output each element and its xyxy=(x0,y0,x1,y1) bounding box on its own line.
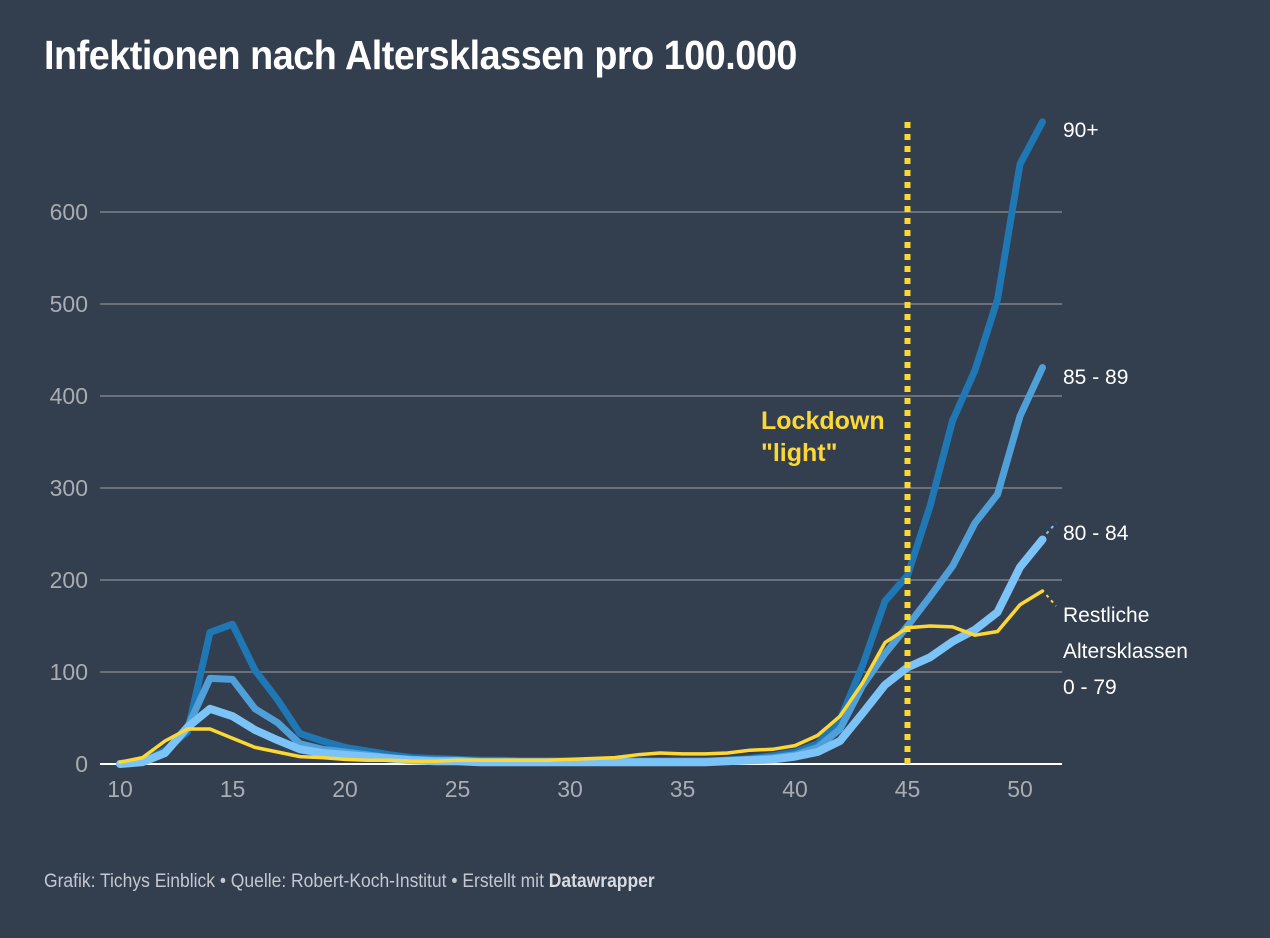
y-tick-label: 500 xyxy=(50,291,88,317)
footer-separator: • xyxy=(446,871,463,892)
series-line-2 xyxy=(116,535,1047,768)
x-axis: 10 15 20 25 30 35 40 45 50 xyxy=(107,776,1033,802)
x-tick-label: 40 xyxy=(782,776,808,802)
footer-source: Quelle: Robert-Koch-Institut xyxy=(230,871,447,892)
y-tick-label: 400 xyxy=(50,383,88,409)
series-line-1 xyxy=(116,364,1046,768)
lockdown-annotation-label: "light" xyxy=(761,439,837,467)
x-tick-label: 15 xyxy=(220,776,246,802)
footer-separator: • xyxy=(214,871,231,892)
x-tick-label: 10 xyxy=(107,776,133,802)
series-label: Restliche xyxy=(1063,604,1149,627)
chart-title: Infektionen nach Altersklassen pro 100.0… xyxy=(44,32,797,78)
gridlines xyxy=(100,211,1062,765)
label-connector xyxy=(1045,522,1057,535)
x-tick-label: 50 xyxy=(1007,776,1033,802)
series-label: 80 - 84 xyxy=(1063,522,1129,545)
series-label: 0 - 79 xyxy=(1063,676,1117,699)
series-line-3 xyxy=(118,589,1045,764)
annotations: Lockdown "light" xyxy=(761,122,911,764)
series-labels: 90+ 85 - 89 80 - 84 Restliche Altersklassen 0… xyxy=(1045,119,1188,699)
y-tick-label: 300 xyxy=(50,475,88,501)
x-tick-label: 45 xyxy=(895,776,921,802)
footer: Grafik: Tichys Einblick • Quelle: Robert… xyxy=(44,871,655,893)
label-connector xyxy=(1045,594,1057,607)
footer-tool-link[interactable]: Datawrapper xyxy=(548,871,655,892)
footer-created: Erstellt mit xyxy=(462,871,549,892)
y-tick-label: 0 xyxy=(75,751,88,777)
x-tick-label: 20 xyxy=(332,776,358,802)
x-tick-label: 30 xyxy=(557,776,583,802)
y-tick-label: 100 xyxy=(50,659,88,685)
y-axis: 0 100 200 300 400 500 600 xyxy=(50,199,88,777)
y-tick-label: 200 xyxy=(50,567,88,593)
lockdown-annotation-label: Lockdown xyxy=(761,407,885,435)
y-tick-label: 600 xyxy=(50,199,88,225)
footer-graphic: Grafik: Tichys Einblick xyxy=(44,871,215,892)
x-tick-label: 35 xyxy=(670,776,696,802)
series-lines xyxy=(116,118,1047,768)
x-tick-label: 25 xyxy=(445,776,471,802)
series-label: 85 - 89 xyxy=(1063,366,1128,389)
series-label: Altersklassen xyxy=(1063,640,1188,663)
series-label: 90+ xyxy=(1063,119,1099,142)
